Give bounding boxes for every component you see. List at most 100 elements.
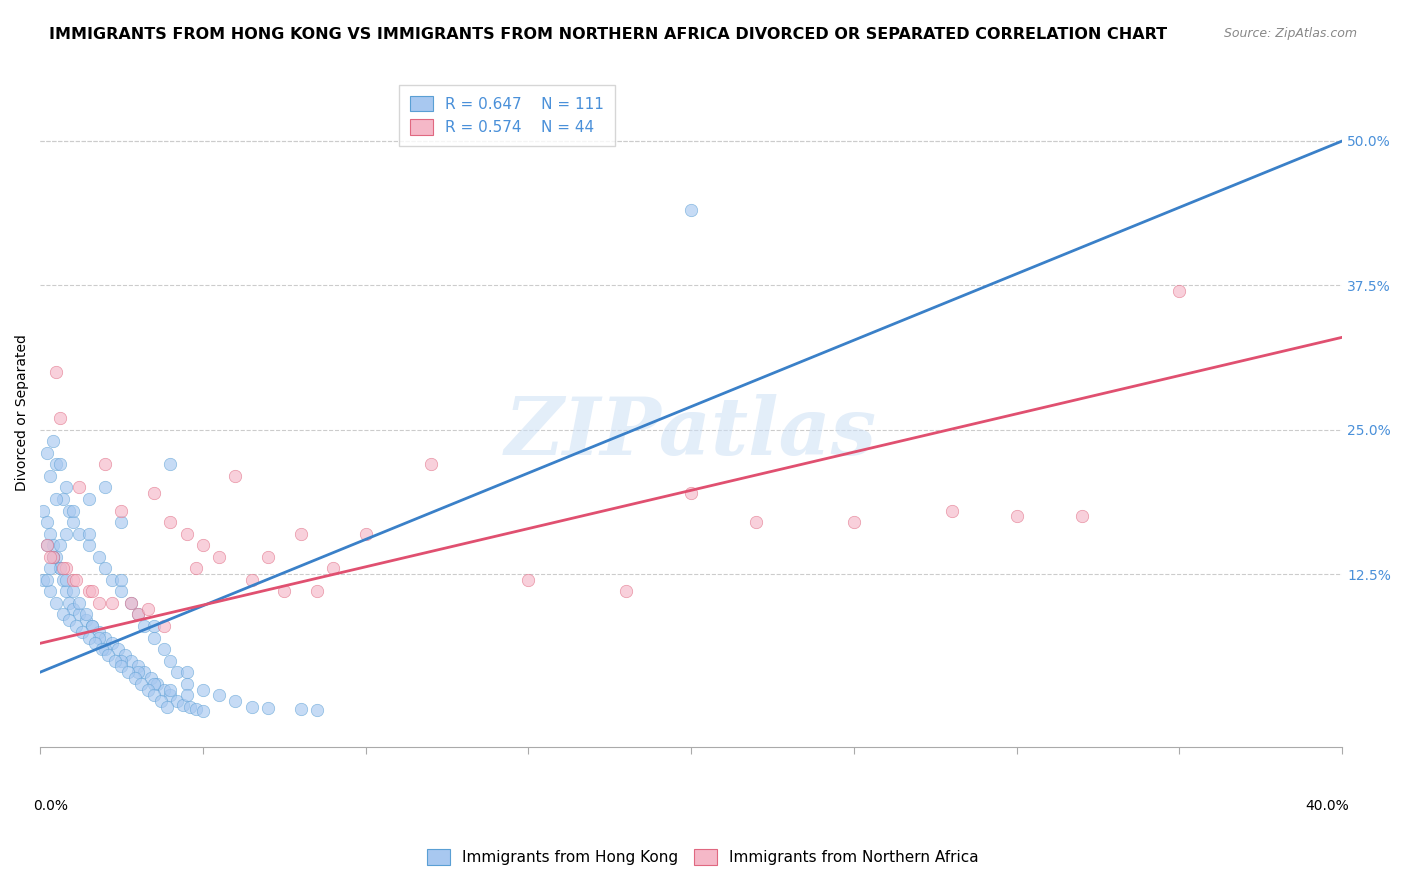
Point <box>87 549 110 564</box>
Text: Source: ZipAtlas.com: Source: ZipAtlas.com <box>1223 27 1357 40</box>
Point <box>166 665 188 680</box>
Point <box>32 503 55 517</box>
Point <box>257 549 280 564</box>
Point <box>240 573 263 587</box>
Point <box>257 701 280 715</box>
Point <box>35 538 58 552</box>
Point <box>94 631 117 645</box>
Point <box>62 503 84 517</box>
Point <box>1168 284 1191 298</box>
Point <box>134 665 156 680</box>
Text: ZIPatlas: ZIPatlas <box>505 393 877 471</box>
Point <box>156 699 179 714</box>
Point <box>104 654 127 668</box>
Point <box>75 613 97 627</box>
Point <box>91 642 114 657</box>
Point <box>136 682 159 697</box>
Point <box>208 688 231 702</box>
Point <box>136 601 159 615</box>
Point <box>45 549 67 564</box>
Point <box>166 694 188 708</box>
Point <box>127 607 149 622</box>
Point <box>100 573 122 587</box>
Point <box>146 677 169 691</box>
Point <box>134 619 156 633</box>
Point <box>354 526 377 541</box>
Point <box>159 654 181 668</box>
Point <box>97 648 120 662</box>
Point <box>67 526 90 541</box>
Point <box>176 677 198 691</box>
Point <box>110 573 132 587</box>
Point <box>35 515 58 529</box>
Point <box>35 573 58 587</box>
Point <box>58 596 80 610</box>
Point <box>191 538 214 552</box>
Point <box>55 561 77 575</box>
Point <box>1005 509 1028 524</box>
Point <box>124 671 146 685</box>
Point <box>305 584 328 599</box>
Y-axis label: Divorced or Separated: Divorced or Separated <box>15 334 30 491</box>
Text: 0.0%: 0.0% <box>34 799 69 814</box>
Point <box>48 411 70 425</box>
Point <box>159 515 181 529</box>
Point <box>127 607 149 622</box>
Point <box>100 596 122 610</box>
Point <box>84 636 107 650</box>
Point <box>120 654 142 668</box>
Point <box>191 682 214 697</box>
Point <box>45 491 67 506</box>
Point <box>143 688 166 702</box>
Point <box>290 702 312 716</box>
Point <box>77 491 100 506</box>
Point <box>45 458 67 472</box>
Point <box>52 491 75 506</box>
Point <box>305 703 328 717</box>
Point <box>82 619 104 633</box>
Point <box>65 619 87 633</box>
Point <box>48 538 70 552</box>
Point <box>94 458 117 472</box>
Point <box>52 607 75 622</box>
Point <box>52 561 75 575</box>
Point <box>87 596 110 610</box>
Point <box>87 631 110 645</box>
Point <box>35 446 58 460</box>
Point <box>42 549 65 564</box>
Point <box>273 584 295 599</box>
Point <box>77 584 100 599</box>
Point <box>38 526 60 541</box>
Point <box>87 624 110 639</box>
Point <box>77 631 100 645</box>
Point <box>614 584 637 599</box>
Point <box>224 468 246 483</box>
Point <box>941 503 963 517</box>
Point <box>107 642 129 657</box>
Point <box>127 665 149 680</box>
Point <box>55 526 77 541</box>
Point <box>176 665 198 680</box>
Point <box>62 584 84 599</box>
Point <box>55 480 77 494</box>
Point <box>172 698 194 712</box>
Point <box>127 659 149 673</box>
Point <box>153 642 176 657</box>
Point <box>42 434 65 449</box>
Point <box>48 561 70 575</box>
Point <box>159 682 181 697</box>
Point <box>149 694 172 708</box>
Point <box>139 671 162 685</box>
Point <box>82 619 104 633</box>
Point <box>42 549 65 564</box>
Text: 40.0%: 40.0% <box>1305 799 1348 814</box>
Point <box>45 365 67 379</box>
Point <box>517 573 540 587</box>
Point <box>129 677 152 691</box>
Point <box>67 596 90 610</box>
Point <box>143 619 166 633</box>
Point <box>48 561 70 575</box>
Point <box>62 515 84 529</box>
Point <box>153 619 176 633</box>
Point <box>38 561 60 575</box>
